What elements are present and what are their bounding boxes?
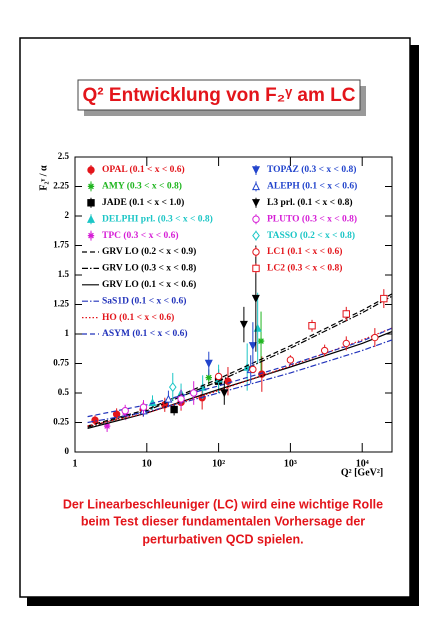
legend-label: LC1 (0.1 < x < 0.6) xyxy=(267,246,342,257)
x-tick-label: 10² xyxy=(212,458,225,469)
data-point xyxy=(204,359,213,368)
y-tick-label: 0.25 xyxy=(53,417,69,427)
caption-line: beim Test dieser fundamentalen Vorhersag… xyxy=(81,514,365,528)
y-tick-label: 1.75 xyxy=(53,240,69,250)
x-tick-label: 1 xyxy=(73,458,78,469)
data-point xyxy=(286,356,295,364)
data-point xyxy=(205,374,212,381)
legend-label: GRV LO (0.3 < x < 0.8) xyxy=(102,263,196,274)
legend-label: TASSO (0.2 < x < 0.8) xyxy=(267,230,355,241)
legend-marker xyxy=(252,248,260,256)
data-point xyxy=(190,389,198,397)
legend-marker xyxy=(252,230,260,241)
x-tick-label: 10 xyxy=(142,458,152,469)
legend-label: GRV LO (0.2 < x < 0.9) xyxy=(102,246,196,257)
model-curve xyxy=(87,327,393,418)
y-tick-label: 1.5 xyxy=(58,269,70,279)
data-point xyxy=(342,339,350,348)
legend-label: LC2 (0.3 < x < 0.8) xyxy=(267,263,342,274)
legend-marker xyxy=(251,182,261,191)
legend-marker xyxy=(86,214,96,223)
legend-label: GRV LO (0.1 < x < 0.6) xyxy=(102,279,196,290)
model-curve xyxy=(87,327,393,427)
data-point xyxy=(121,407,129,415)
legend-label: ALEPH (0.1 < x < 0.6) xyxy=(267,181,357,192)
x-tick-label: 10³ xyxy=(284,458,297,469)
y-tick-label: 1 xyxy=(65,328,70,338)
y-tick-label: 2 xyxy=(65,210,70,220)
data-point xyxy=(168,382,177,393)
legend-label: PLUTO (0.3 < x < 0.8) xyxy=(267,213,357,224)
data-point xyxy=(249,365,257,374)
data-point xyxy=(170,405,178,414)
legend-label: JADE (0.1 < x < 1.0) xyxy=(102,197,184,208)
data-point xyxy=(177,395,185,403)
legend-label: SaS1D (0.1 < x < 0.6) xyxy=(102,295,186,306)
legend-label: TPC (0.3 < x < 0.6) xyxy=(102,230,179,241)
data-point xyxy=(103,422,111,430)
data-point xyxy=(139,403,148,411)
data-point xyxy=(112,410,121,418)
caption-line: perturbativen QCD spielen. xyxy=(142,532,303,546)
legend-label: AMY (0.3 < x < 0.8) xyxy=(102,181,182,192)
y-tick-label: 0 xyxy=(65,446,70,456)
legend-label: TOPAZ (0.3 < x < 0.8) xyxy=(267,164,356,175)
legend-label: ASYM (0.1 < x < 0.6) xyxy=(102,328,188,339)
data-point xyxy=(251,294,260,303)
title: Q² Entwicklung von F₂ᵞ am LC xyxy=(83,85,356,106)
y-tick-label: 1.25 xyxy=(53,299,69,309)
legend-marker xyxy=(252,264,260,273)
legend-marker xyxy=(87,183,95,190)
y-tick-label: 2.5 xyxy=(58,151,70,161)
data-point xyxy=(220,389,229,398)
legend-marker xyxy=(252,215,260,223)
data-point xyxy=(239,320,248,329)
legend-marker xyxy=(87,166,95,174)
title-box xyxy=(77,79,361,111)
data-point xyxy=(371,333,379,342)
data-point xyxy=(380,294,388,303)
legend-label: L3 prl. (0.1 < x < 0.8) xyxy=(267,197,353,208)
data-point xyxy=(91,416,99,424)
y-axis-label: F₂ᵞ / α xyxy=(38,165,49,191)
legend-label: DELPHI prl. (0.3 < x < 0.8) xyxy=(102,213,213,224)
data-point xyxy=(257,337,265,345)
x-axis-label: Q² [GeV²] xyxy=(341,467,383,478)
data-point xyxy=(164,394,173,403)
data-point xyxy=(308,322,316,330)
legend-label: OPAL (0.1 < x < 0.6) xyxy=(102,164,185,175)
model-curve xyxy=(87,293,393,427)
legend-marker xyxy=(87,232,95,239)
legend-marker xyxy=(87,199,95,207)
x-tick-label: 10⁴ xyxy=(356,458,369,469)
caption-line: Der Linearbeschleuniger (LC) wird eine w… xyxy=(63,497,383,511)
data-point xyxy=(248,342,257,351)
frame xyxy=(19,37,411,598)
y-tick-label: 0.75 xyxy=(53,358,69,368)
model-curve xyxy=(87,339,393,424)
legend-marker xyxy=(251,199,261,208)
data-point xyxy=(214,372,223,381)
legend-label: HO (0.1 < x < 0.6) xyxy=(102,312,174,323)
data-point xyxy=(342,310,350,318)
y-tick-label: 2.25 xyxy=(53,181,69,191)
y-tick-label: 0.5 xyxy=(58,387,70,397)
legend-marker xyxy=(251,166,261,175)
data-point xyxy=(320,346,329,355)
